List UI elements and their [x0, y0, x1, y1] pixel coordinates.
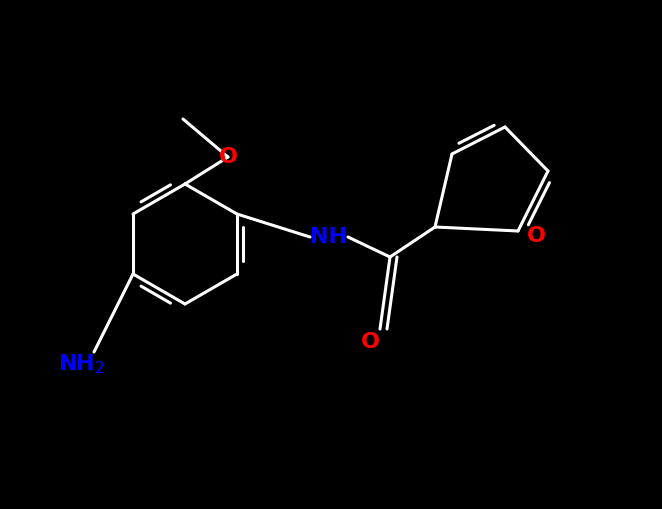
Text: O: O [526, 226, 545, 246]
Text: NH: NH [310, 227, 346, 247]
Text: O: O [218, 147, 238, 167]
Text: NH$_2$: NH$_2$ [58, 352, 105, 376]
Text: O: O [361, 332, 379, 352]
